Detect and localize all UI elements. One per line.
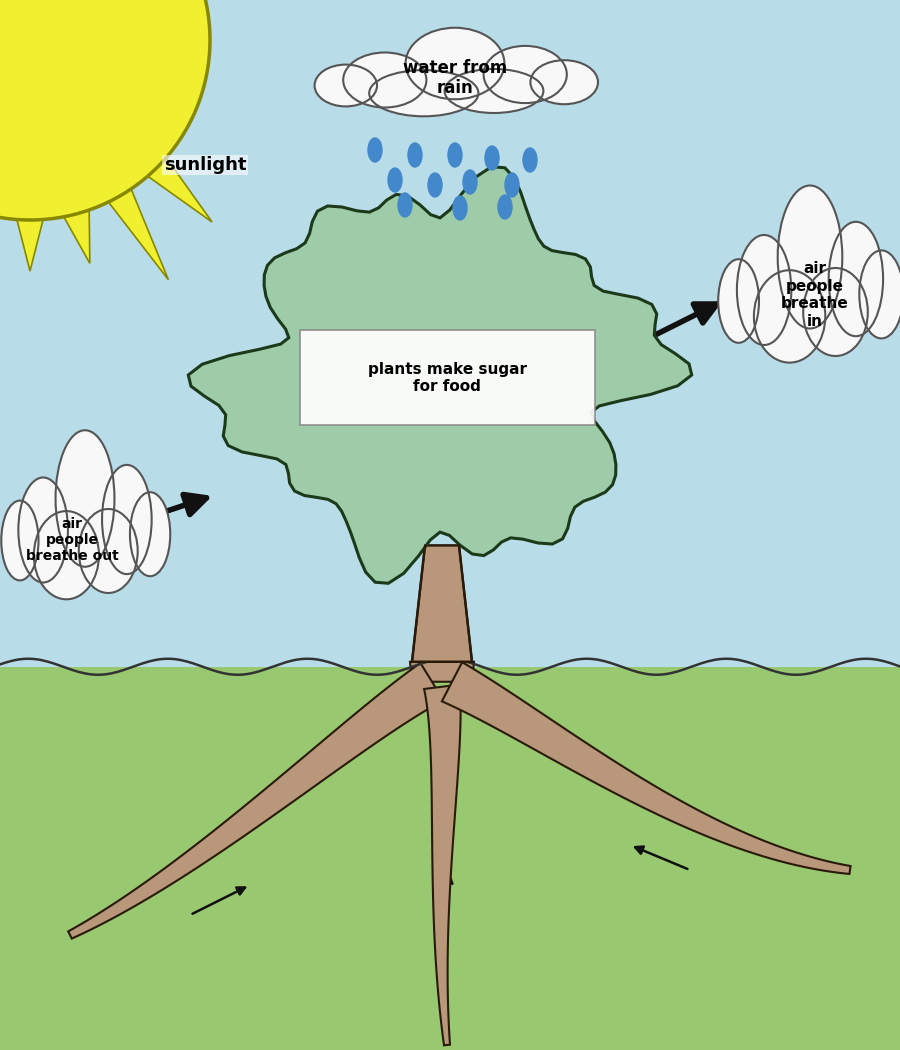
Ellipse shape xyxy=(453,196,467,220)
Circle shape xyxy=(0,0,210,220)
Ellipse shape xyxy=(445,69,544,113)
Ellipse shape xyxy=(34,511,99,600)
Text: air
people
breathe out: air people breathe out xyxy=(25,517,119,563)
Polygon shape xyxy=(424,685,461,1046)
Polygon shape xyxy=(442,663,850,874)
Ellipse shape xyxy=(368,138,382,162)
Ellipse shape xyxy=(428,173,442,197)
Ellipse shape xyxy=(448,143,462,167)
Ellipse shape xyxy=(130,492,170,576)
Ellipse shape xyxy=(498,195,512,219)
Ellipse shape xyxy=(18,478,68,583)
Ellipse shape xyxy=(778,186,842,329)
Polygon shape xyxy=(188,167,692,584)
Ellipse shape xyxy=(369,70,479,117)
Ellipse shape xyxy=(56,430,114,567)
Text: plants make sugar
for food: plants make sugar for food xyxy=(367,362,526,394)
FancyBboxPatch shape xyxy=(300,330,595,425)
Ellipse shape xyxy=(398,193,412,217)
Ellipse shape xyxy=(860,250,900,338)
Bar xyxy=(0,667,900,1050)
Ellipse shape xyxy=(505,173,519,197)
Ellipse shape xyxy=(1,501,39,581)
Polygon shape xyxy=(64,210,90,264)
Ellipse shape xyxy=(718,259,759,342)
Ellipse shape xyxy=(754,270,825,362)
Ellipse shape xyxy=(343,52,427,107)
Polygon shape xyxy=(68,663,444,939)
Ellipse shape xyxy=(388,168,402,192)
Polygon shape xyxy=(17,220,43,271)
Ellipse shape xyxy=(523,148,537,172)
Text: sunlight: sunlight xyxy=(164,156,247,174)
Ellipse shape xyxy=(406,27,504,100)
Ellipse shape xyxy=(737,235,791,345)
Polygon shape xyxy=(410,662,474,681)
Text: air
people
breathe
in: air people breathe in xyxy=(781,261,849,329)
Ellipse shape xyxy=(408,143,422,167)
Polygon shape xyxy=(109,189,168,279)
Polygon shape xyxy=(412,545,472,662)
Ellipse shape xyxy=(102,465,151,574)
Ellipse shape xyxy=(483,46,567,103)
Ellipse shape xyxy=(315,65,377,106)
Polygon shape xyxy=(148,159,212,222)
Ellipse shape xyxy=(463,170,477,194)
Ellipse shape xyxy=(829,222,883,336)
Ellipse shape xyxy=(485,146,499,170)
Ellipse shape xyxy=(79,509,138,593)
Ellipse shape xyxy=(530,60,598,104)
Ellipse shape xyxy=(803,268,868,356)
Text: water from
rain: water from rain xyxy=(403,59,507,98)
